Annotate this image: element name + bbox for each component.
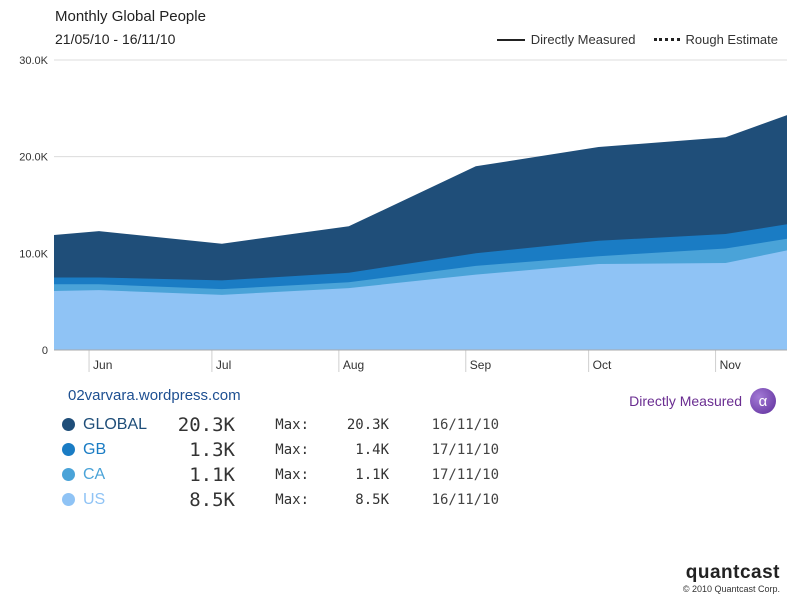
- max-date: 16/11/10: [431, 491, 499, 508]
- series-value: 8.5K: [189, 488, 235, 511]
- us-dot-icon: [62, 493, 75, 506]
- series-name: CA: [83, 465, 106, 483]
- y-tick-label: 0: [42, 345, 48, 357]
- gb-dot-icon: [62, 443, 75, 456]
- x-tick-label: Oct: [593, 358, 612, 372]
- site-link[interactable]: 02varvara.wordpress.com: [68, 387, 241, 404]
- area-us: [54, 250, 787, 350]
- max-label: Max:: [275, 466, 309, 483]
- y-tick-label: 30.0K: [19, 55, 48, 67]
- directly-measured-badge[interactable]: Directly Measured α: [629, 388, 776, 414]
- max-label: Max:: [275, 491, 309, 508]
- y-tick-label: 20.0K: [19, 152, 48, 164]
- x-tick-label: Aug: [343, 358, 364, 372]
- max-date: 17/11/10: [431, 441, 499, 458]
- max-value: 1.1K: [355, 466, 389, 483]
- copyright-text: © 2010 Quantcast Corp.: [682, 584, 780, 594]
- dotted-line-sample: [653, 38, 680, 41]
- date-range: 21/05/10 - 16/11/10: [55, 31, 176, 47]
- legend-directly-measured: Directly Measured: [496, 32, 636, 47]
- solid-line-sample: [496, 38, 525, 41]
- x-tick-label: Nov: [720, 358, 741, 372]
- measurement-legend: Directly Measured Rough Estimate: [487, 32, 778, 47]
- series-name: US: [83, 490, 106, 508]
- x-tick-label: Jun: [93, 358, 112, 372]
- y-tick-label: 10.0K: [19, 248, 48, 260]
- directly-measured-badge-label: Directly Measured: [629, 393, 742, 409]
- x-tick-label: Jul: [216, 358, 231, 372]
- series-value: 20.3K: [177, 413, 235, 436]
- quantcast-brand[interactable]: quantcast © 2010 Quantcast Corp.: [683, 562, 780, 594]
- max-label: Max:: [275, 416, 309, 433]
- series-row-gb[interactable]: GB 1.3K Max: 1.4K 17/11/10: [62, 437, 499, 462]
- series-summary-table: GLOBAL 20.3K Max: 20.3K 16/11/10 GB 1.3K…: [62, 412, 499, 512]
- quantcast-logo: quantcast: [685, 562, 780, 583]
- global-dot-icon: [62, 418, 75, 431]
- chart-title: Monthly Global People: [55, 8, 206, 25]
- x-tick-label: Sep: [470, 358, 492, 372]
- series-row-ca[interactable]: CA 1.1K Max: 1.1K 17/11/10: [62, 462, 499, 487]
- max-date: 17/11/10: [431, 466, 499, 483]
- legend-rough-estimate: Rough Estimate: [653, 32, 779, 47]
- alpha-icon: α: [750, 388, 776, 414]
- area-chart: 0 10.0K 20.0K 30.0K Jun Jul Aug Sep Oct Nov: [19, 55, 787, 372]
- series-value: 1.3K: [189, 438, 235, 461]
- series-row-us[interactable]: US 8.5K Max: 8.5K 16/11/10: [62, 487, 499, 512]
- legend-rough-estimate-label: Rough Estimate: [685, 32, 779, 47]
- max-value: 8.5K: [355, 491, 389, 508]
- series-name: GB: [83, 440, 107, 458]
- legend-directly-measured-label: Directly Measured: [530, 32, 636, 47]
- max-label: Max:: [275, 441, 309, 458]
- series-value: 1.1K: [189, 463, 235, 486]
- max-date: 16/11/10: [431, 416, 499, 433]
- max-value: 1.4K: [355, 441, 389, 458]
- series-name: GLOBAL: [83, 415, 148, 433]
- max-value: 20.3K: [346, 416, 389, 433]
- ca-dot-icon: [62, 468, 75, 481]
- series-row-global[interactable]: GLOBAL 20.3K Max: 20.3K 16/11/10: [62, 412, 499, 437]
